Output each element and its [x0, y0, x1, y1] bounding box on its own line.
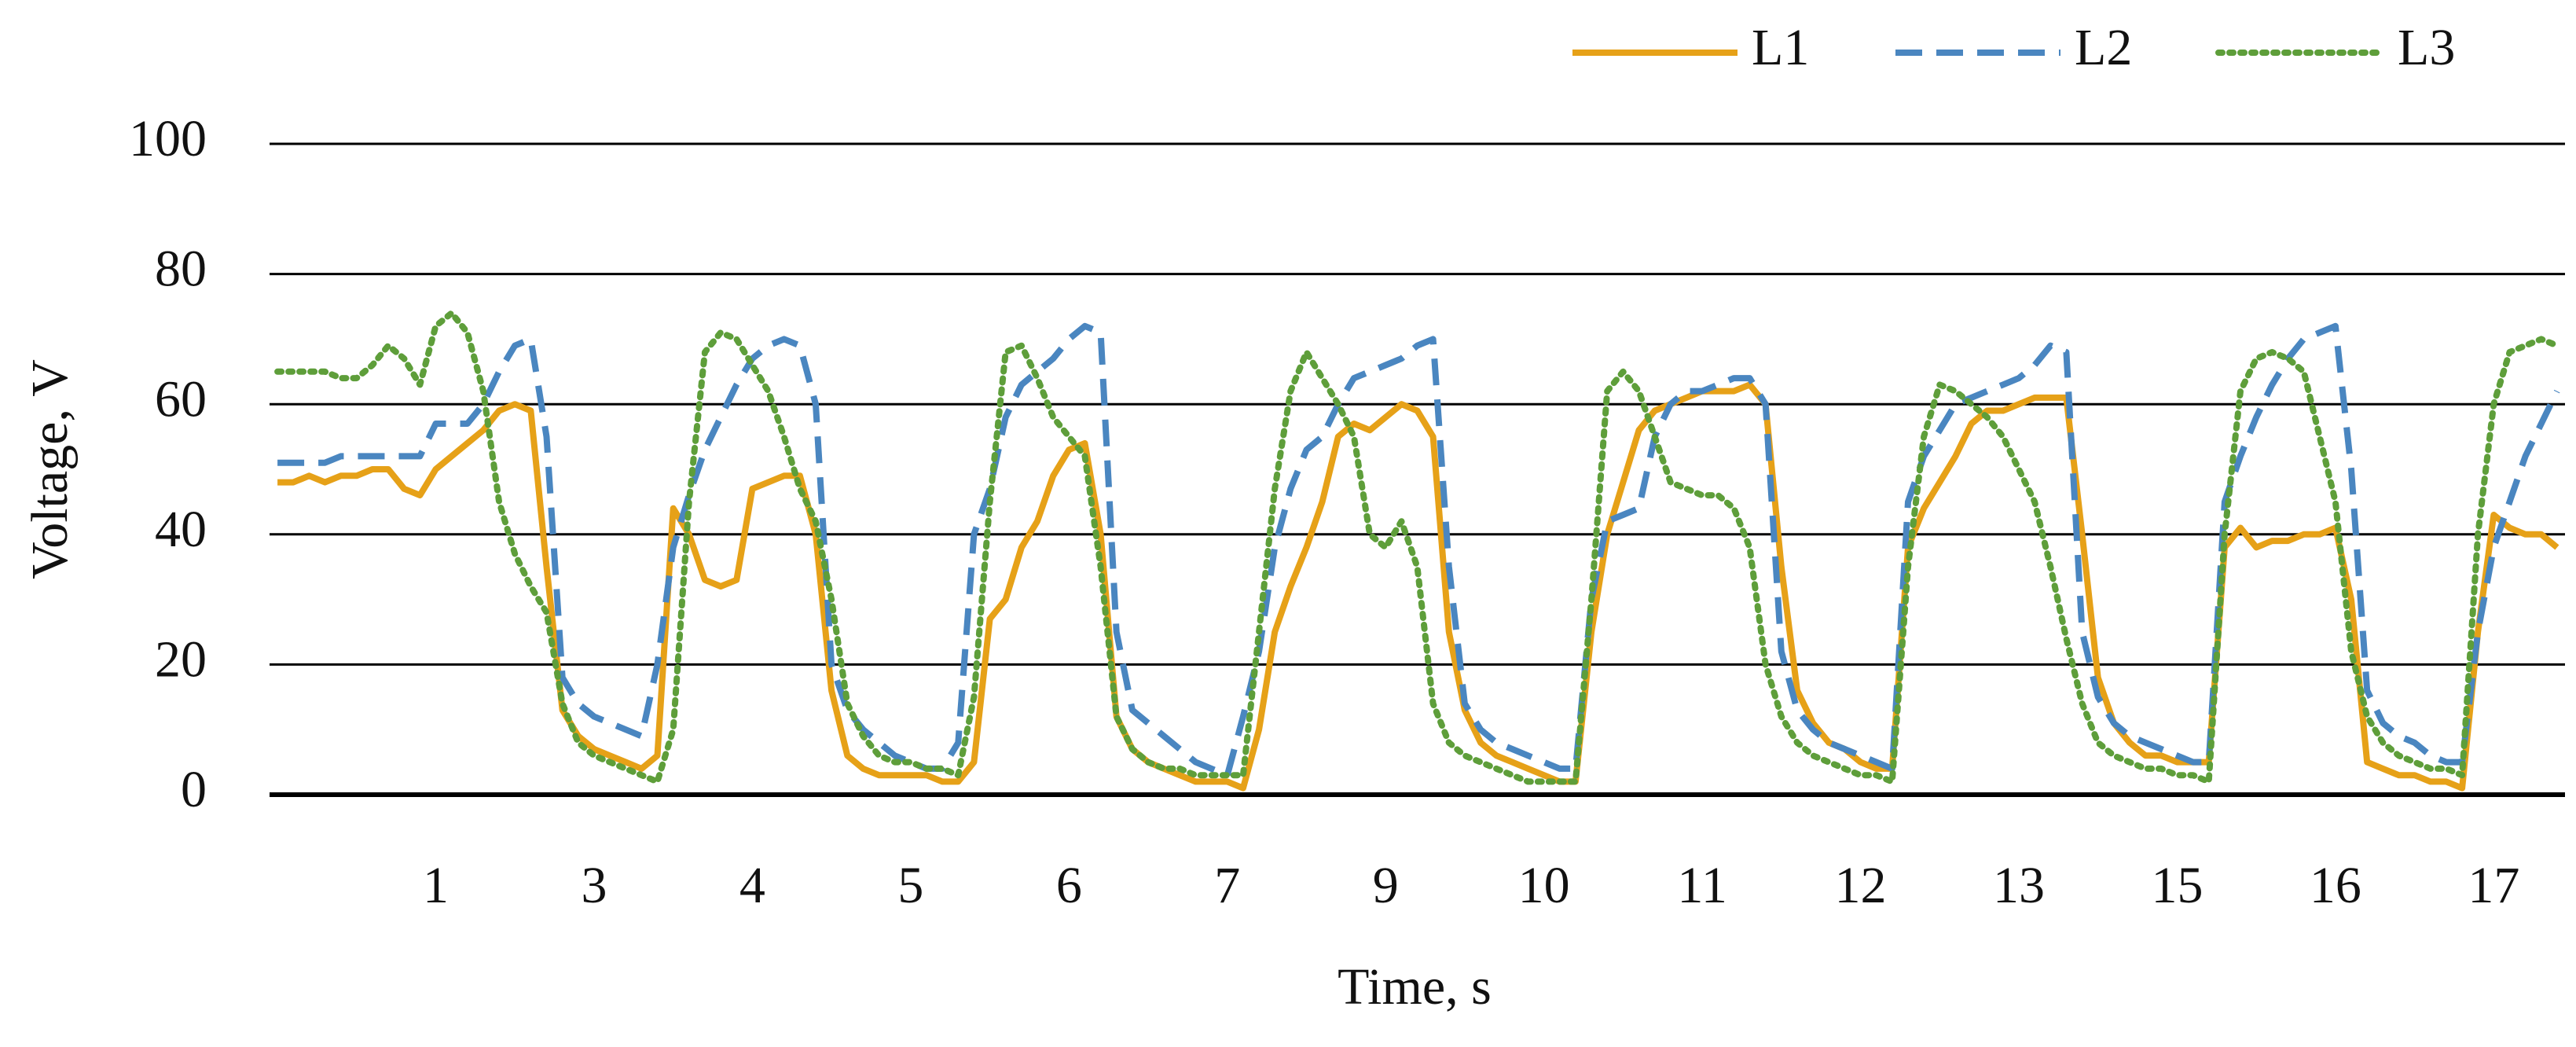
- x-tick-label: 3: [581, 857, 607, 914]
- x-tick-label: 16: [2310, 857, 2361, 914]
- y-tick-label: 100: [129, 110, 207, 167]
- y-tick-label: 80: [155, 241, 207, 298]
- y-tick-label: 60: [155, 370, 207, 428]
- series-line: [277, 381, 2559, 792]
- x-tick-label: 13: [1993, 857, 2045, 914]
- x-tick-label: 6: [1056, 857, 1082, 914]
- x-tick-label: 12: [1835, 857, 1887, 914]
- y-tick-label: 40: [155, 501, 207, 558]
- x-axis-title: Time, s: [1338, 958, 1492, 1016]
- x-tick-label: 9: [1373, 857, 1399, 914]
- y-tick-label: 20: [155, 631, 207, 689]
- x-tick-label: 4: [739, 857, 765, 914]
- series-line: [277, 322, 2560, 779]
- legend-label: L1: [1752, 19, 1809, 76]
- x-tick-label: 11: [1677, 857, 1727, 914]
- legend-label: L2: [2075, 19, 2132, 76]
- y-tick-label: 0: [181, 761, 207, 818]
- x-tick-label: 17: [2468, 857, 2519, 914]
- x-tick-label: 15: [2151, 857, 2203, 914]
- legend-label: L3: [2398, 19, 2455, 76]
- y-axis-title: Voltage, V: [21, 359, 79, 579]
- x-tick-label: 7: [1214, 857, 1240, 914]
- x-tick-label: 10: [1518, 857, 1570, 914]
- x-tick-label: 1: [423, 857, 449, 914]
- series-line: [274, 310, 2560, 785]
- x-tick-label: 5: [897, 857, 923, 914]
